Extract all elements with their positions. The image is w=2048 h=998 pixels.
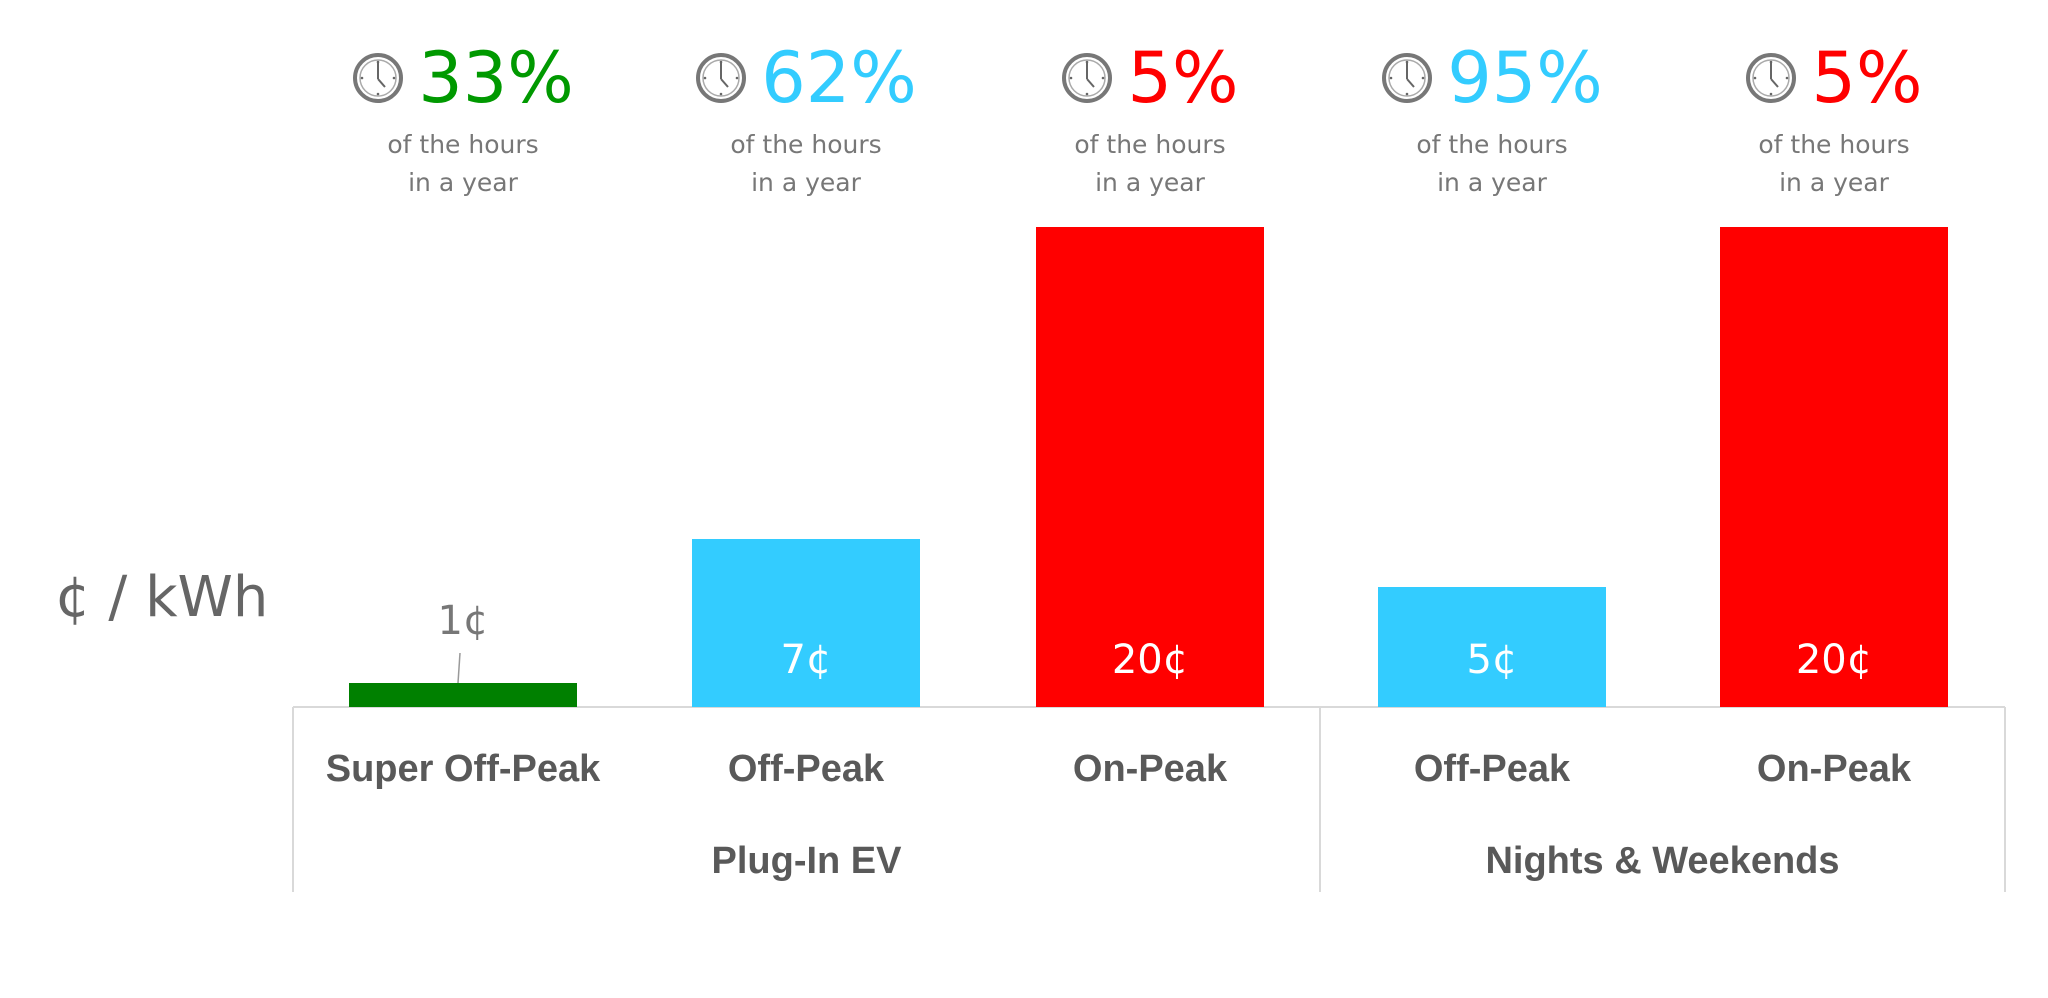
leader-line bbox=[457, 652, 461, 684]
y-axis-label: ¢ / kWh bbox=[55, 565, 269, 630]
hours-caption-line1: of the hours bbox=[730, 130, 882, 159]
hours-share-annotation: 62% of the hours in a year bbox=[656, 38, 956, 202]
clock-icon bbox=[353, 53, 404, 103]
bar bbox=[692, 539, 920, 707]
hours-share-annotation: 33% of the hours in a year bbox=[313, 38, 613, 202]
hours-share-annotation: 5% of the hours in a year bbox=[1000, 38, 1300, 202]
hours-percent: 5% bbox=[1127, 37, 1239, 119]
hours-caption-line2: in a year bbox=[1095, 168, 1205, 197]
hours-caption-line1: of the hours bbox=[1758, 130, 1910, 159]
group-label: Plug-In EV bbox=[711, 840, 902, 882]
bar bbox=[349, 683, 577, 707]
category-label: On-Peak bbox=[1072, 748, 1228, 790]
value-label: 1¢ bbox=[437, 598, 489, 644]
hours-caption-line1: of the hours bbox=[387, 130, 539, 159]
bar bbox=[1720, 227, 1948, 707]
hours-caption-line2: in a year bbox=[1779, 168, 1889, 197]
group-label: Nights & Weekends bbox=[1485, 840, 1840, 882]
hours-share-annotation: 5% of the hours in a year bbox=[1684, 38, 1984, 202]
category-label: Super Off-Peak bbox=[325, 748, 601, 790]
value-label: 20¢ bbox=[1111, 637, 1189, 683]
category-label: Off-Peak bbox=[1413, 748, 1571, 790]
clock-icon bbox=[1062, 53, 1113, 103]
category-label: On-Peak bbox=[1756, 748, 1912, 790]
clock-icon bbox=[1746, 53, 1797, 103]
bar bbox=[1036, 227, 1264, 707]
value-label: 5¢ bbox=[1466, 637, 1518, 683]
category-label: Off-Peak bbox=[727, 748, 885, 790]
clock-icon bbox=[696, 53, 747, 103]
hours-percent: 62% bbox=[761, 37, 917, 119]
hours-caption-line1: of the hours bbox=[1074, 130, 1226, 159]
hours-caption-line2: in a year bbox=[408, 168, 518, 197]
hours-caption-line2: in a year bbox=[751, 168, 861, 197]
hours-percent: 5% bbox=[1811, 37, 1923, 119]
value-label: 7¢ bbox=[780, 637, 832, 683]
bar bbox=[1378, 587, 1606, 707]
value-label: 20¢ bbox=[1795, 637, 1873, 683]
hours-percent: 33% bbox=[418, 37, 574, 119]
hours-caption-line1: of the hours bbox=[1416, 130, 1568, 159]
clock-icon bbox=[1382, 53, 1433, 103]
hours-share-annotation: 95% of the hours in a year bbox=[1342, 38, 1642, 202]
hours-caption-line2: in a year bbox=[1437, 168, 1547, 197]
hours-percent: 95% bbox=[1447, 37, 1603, 119]
